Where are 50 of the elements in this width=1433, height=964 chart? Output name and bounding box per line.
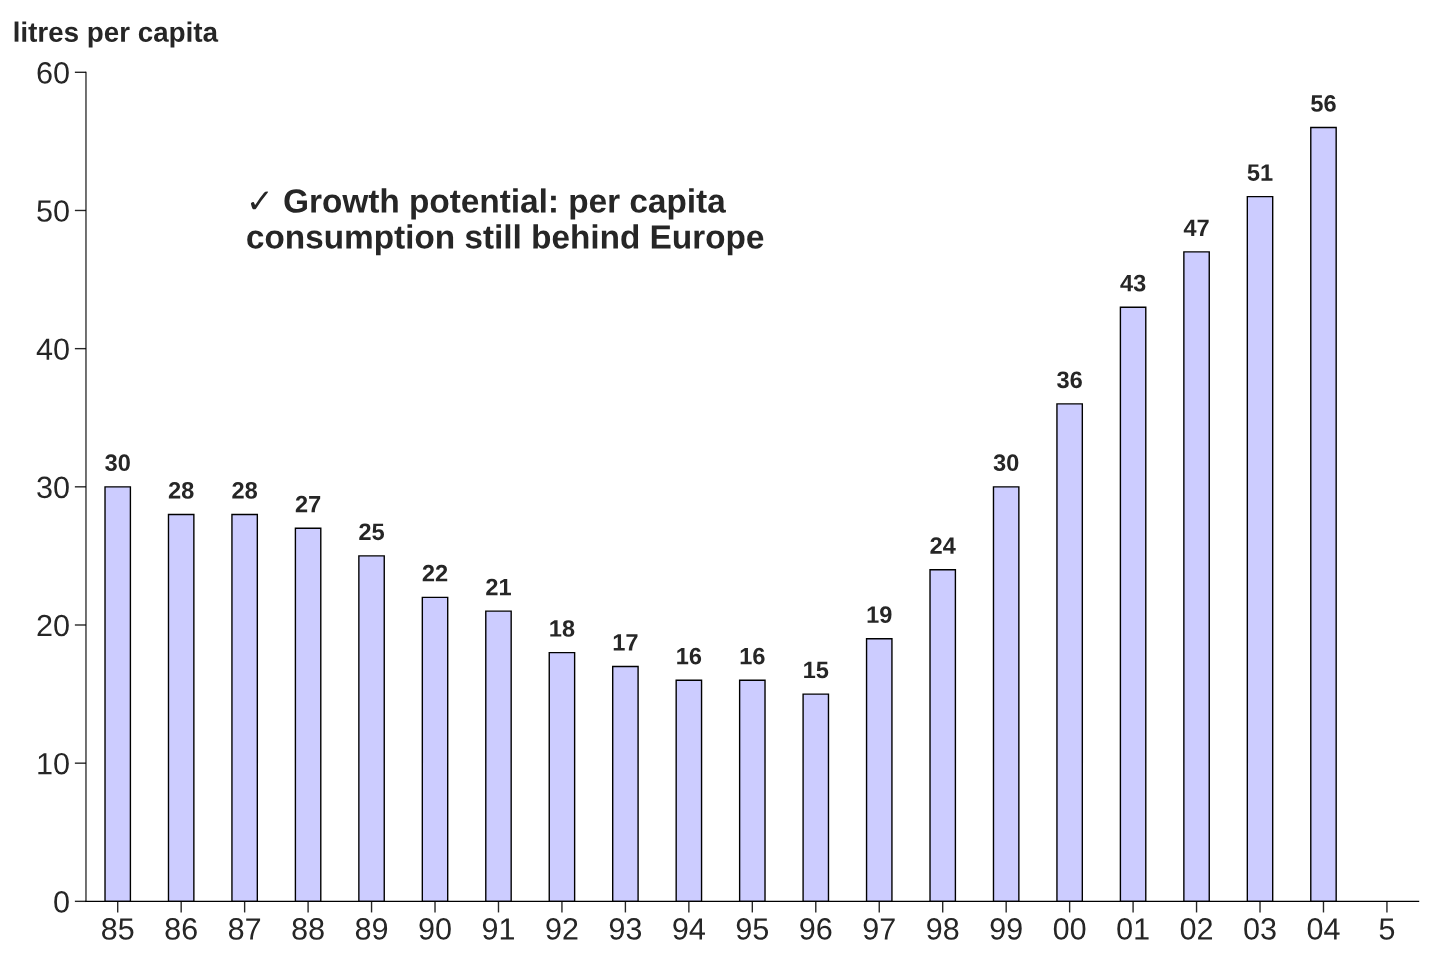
data-label: 30 xyxy=(993,454,1019,472)
x-tick-label: 99 xyxy=(990,918,1022,940)
x-tick-label: 95 xyxy=(736,918,769,940)
x-tick-label: 97 xyxy=(863,918,895,940)
x-tick-label: 86 xyxy=(165,918,197,940)
x-tick-label: 87 xyxy=(228,918,261,940)
annotation: ✓ Growth potential: per capita consumption still behind Europe xyxy=(247,188,764,256)
data-label: 36 xyxy=(1057,371,1082,389)
x-tick-label: 88 xyxy=(292,918,324,940)
x-tick-label: 5 xyxy=(1379,918,1395,940)
x-tick-label: 89 xyxy=(355,918,388,940)
data-label: 15 xyxy=(804,661,829,679)
data-label: 47 xyxy=(1183,219,1209,236)
y-tick-label: 20 xyxy=(37,614,69,637)
y-tick-label: 40 xyxy=(36,338,69,361)
y-tick-label: 60 xyxy=(37,62,69,84)
x-tick-label: 96 xyxy=(800,918,832,940)
x-tick-label: 94 xyxy=(673,918,705,940)
y-tick-label: 10 xyxy=(38,752,69,775)
data-label: 18 xyxy=(550,620,575,637)
data-label: 21 xyxy=(486,578,511,596)
x-tick-label: 04 xyxy=(1307,918,1340,940)
data-label: 25 xyxy=(359,523,385,541)
y-tick-label: 50 xyxy=(37,200,69,222)
x-tick-label: 01 xyxy=(1117,918,1149,940)
data-label: 16 xyxy=(740,647,765,665)
data-label: 17 xyxy=(613,634,638,651)
x-tick-label: 02 xyxy=(1180,918,1213,940)
data-label: 28 xyxy=(168,481,194,499)
x-tick-label: 00 xyxy=(1053,918,1086,940)
y-tick-label: 0 xyxy=(54,891,69,913)
x-tick-label: 98 xyxy=(927,918,959,940)
y-axis-title: litres per capita xyxy=(14,21,219,48)
data-label: 30 xyxy=(105,454,130,472)
data-label: 22 xyxy=(422,564,448,582)
y-tick-label: 30 xyxy=(37,476,69,499)
x-tick-label: 91 xyxy=(482,918,514,940)
data-label: 27 xyxy=(295,495,321,513)
x-tick-label: 92 xyxy=(546,918,578,940)
data-label: 24 xyxy=(930,537,956,554)
data-label: 43 xyxy=(1120,274,1146,292)
data-label: 28 xyxy=(232,481,258,499)
data-label: 16 xyxy=(677,647,702,665)
data-label: 56 xyxy=(1311,95,1336,112)
x-tick-label: 03 xyxy=(1244,918,1276,940)
x-tick-label: 90 xyxy=(419,918,451,940)
x-tick-label: 85 xyxy=(102,918,134,940)
data-label: 19 xyxy=(867,606,892,624)
data-label: 51 xyxy=(1247,164,1273,181)
x-tick-label: 93 xyxy=(609,918,642,940)
